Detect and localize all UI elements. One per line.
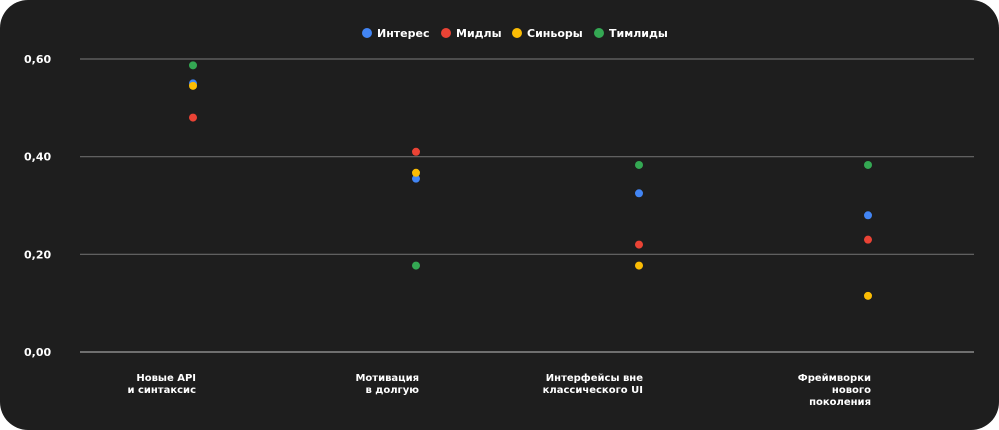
x-category-label: Интерфейсы вне классического UI <box>543 372 644 396</box>
data-point <box>189 113 197 122</box>
data-point <box>412 168 420 177</box>
legend-label: Синьоры <box>527 27 583 40</box>
data-point <box>412 174 420 183</box>
data-point <box>189 61 197 70</box>
x-category-label: Новые API и синтаксис <box>127 373 196 396</box>
legend-marker <box>512 28 522 38</box>
data-point <box>635 240 643 249</box>
data-point <box>864 211 872 220</box>
x-axis-categories: Новые API и синтаксис Мотивация в долгую Инт… <box>127 372 871 408</box>
x-category-label-line: поколения <box>809 397 871 408</box>
legend-marker <box>594 28 604 38</box>
legend-label: Мидлы <box>456 27 502 40</box>
x-category-label-line: классического UI <box>543 385 643 396</box>
y-tick-label: 0,40 <box>24 151 51 164</box>
data-point <box>864 291 872 300</box>
legend-label: Интерес <box>377 27 430 40</box>
legend-item: Мидлы <box>441 27 502 40</box>
data-point <box>635 189 643 198</box>
x-category-label-line: Мотивация <box>355 373 419 384</box>
x-category-label: Мотивация в долгую <box>355 373 419 396</box>
y-axis-ticks: 0,00 0,20 0,40 0,60 <box>24 53 51 359</box>
legend-item: Тимлиды <box>594 27 668 40</box>
data-point <box>189 81 197 90</box>
x-category-label-line: Новые API <box>136 373 196 384</box>
data-point <box>635 160 643 169</box>
y-tick-label: 0,20 <box>24 248 51 261</box>
data-point <box>864 235 872 244</box>
x-category-label-line: Фреймворки <box>798 373 871 384</box>
y-tick-label: 0,60 <box>24 53 51 66</box>
legend-marker <box>362 28 372 38</box>
data-point <box>635 261 643 270</box>
legend-label: Тимлиды <box>609 27 668 40</box>
x-category-label-line: и синтаксис <box>127 385 196 396</box>
y-tick-label: 0,00 <box>24 346 51 359</box>
grid-layer <box>80 58 974 353</box>
x-category-label-line: Интерфейсы вне <box>546 372 643 384</box>
x-category-label-line: нового <box>832 385 871 396</box>
data-point <box>412 261 420 270</box>
legend-item: Интерес <box>362 27 430 40</box>
x-category-label: Фреймворки нового поколения <box>798 373 871 408</box>
legend-marker <box>441 28 451 38</box>
data-point <box>412 147 420 156</box>
legend: Интерес Мидлы Синьоры Тимлиды <box>362 27 668 40</box>
x-category-label-line: в долгую <box>365 385 419 396</box>
legend-item: Синьоры <box>512 27 583 40</box>
data-point <box>864 160 872 169</box>
data-points <box>189 61 872 300</box>
